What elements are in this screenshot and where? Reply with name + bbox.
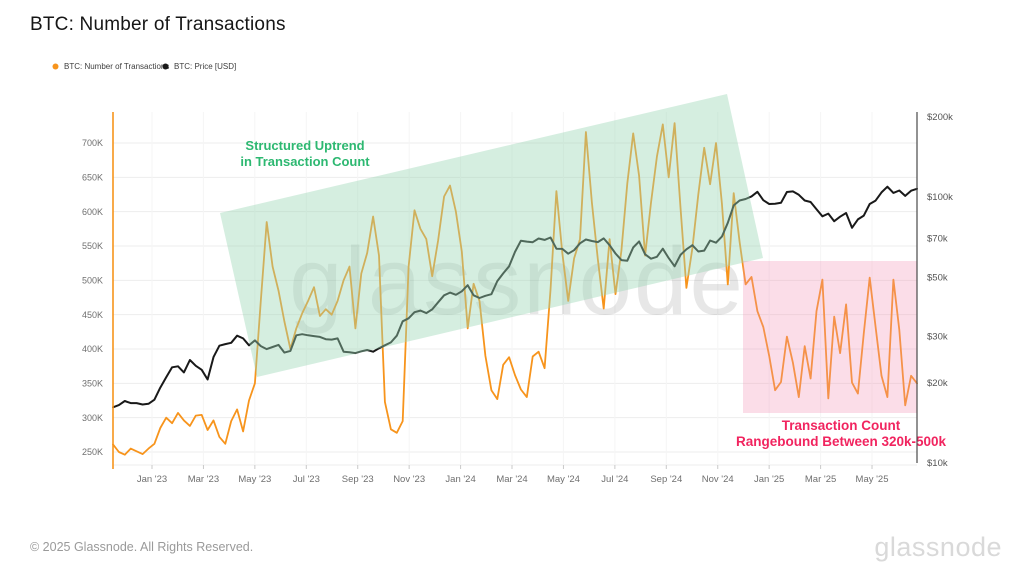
- uptrend-annotation-line2: in Transaction Count: [240, 154, 370, 169]
- x-axis-tick-label: Nov '24: [702, 474, 734, 485]
- right-axis-tick-label: $50k: [927, 272, 948, 283]
- right-axis-tick-label: $30k: [927, 331, 948, 342]
- x-axis-tick-label: Mar '23: [188, 474, 219, 485]
- x-axis-tick-label: Jul '24: [601, 474, 628, 485]
- uptrend-highlight-region: [220, 94, 763, 377]
- left-axis-tick-label: 650K: [82, 173, 103, 183]
- page-footer: © 2025 Glassnode. All Rights Reserved. g…: [30, 527, 1002, 567]
- left-axis-tick-label: 500K: [82, 276, 103, 286]
- price-line-series: [112, 185, 918, 409]
- right-axis-tick-label: $200k: [927, 112, 953, 123]
- rangebound-annotation-line1: Transaction Count: [782, 418, 901, 433]
- x-axis-tick-label: Jan '24: [445, 474, 475, 485]
- left-axis-tick-label: 550K: [82, 241, 103, 251]
- right-axis-tick-label: $100k: [927, 192, 953, 203]
- transactions-line-series: [112, 122, 918, 456]
- left-axis-tick-label: 700K: [82, 138, 103, 148]
- horizontal-gridlines: [113, 142, 917, 466]
- left-axis-tick-label: 300K: [82, 413, 103, 423]
- legend-label-price: BTC: Price [USD]: [174, 62, 237, 71]
- x-axis-tick-label: Mar '25: [805, 474, 836, 485]
- rangebound-highlight-region: [743, 261, 917, 413]
- legend-item-price[interactable]: BTC: Price [USD]: [162, 62, 236, 71]
- legend-item-transactions[interactable]: BTC: Number of Transactions: [52, 62, 169, 71]
- axis-tick-labels: 250K 300K 350K 400K 450K 500K 550K 600K 650K 700K…: [82, 112, 953, 485]
- x-axis-tick-label: Sep '24: [650, 474, 682, 485]
- x-axis-tick-label: Jul '23: [293, 474, 320, 485]
- copyright-text: © 2025 Glassnode. All Rights Reserved.: [30, 540, 254, 554]
- line-series-group: [112, 122, 918, 456]
- x-axis-tick-label: May '24: [547, 474, 580, 485]
- x-axis-tick-label: May '23: [238, 474, 271, 485]
- right-axis-tick-label: $10k: [927, 458, 948, 469]
- x-axis-tick-label: Jan '25: [754, 474, 784, 485]
- legend-label-transactions: BTC: Number of Transactions: [64, 62, 170, 71]
- x-axis-tick-label: Jan '23: [137, 474, 167, 485]
- x-axis-tick-label: May '25: [856, 474, 889, 485]
- page-title: BTC: Number of Transactions: [30, 14, 286, 35]
- rangebound-annotation-line2: Rangebound Between 320k-500k: [736, 434, 947, 449]
- uptrend-annotation-line1: Structured Uptrend: [245, 138, 364, 153]
- x-axis-tick-label: Nov '23: [393, 474, 425, 485]
- left-axis-tick-label: 250K: [82, 447, 103, 457]
- x-axis-tick-label: Sep '23: [342, 474, 374, 485]
- price-series-dot-icon: [162, 63, 169, 70]
- glassnode-logo: glassnode: [874, 531, 1002, 562]
- right-axis-tick-label: $70k: [927, 233, 948, 244]
- left-axis-tick-label: 400K: [82, 344, 103, 354]
- transactions-series-dot-icon: [52, 63, 59, 70]
- left-axis-tick-label: 600K: [82, 207, 103, 217]
- x-axis-tick-label: Mar '24: [496, 474, 527, 485]
- left-axis-tick-label: 350K: [82, 379, 103, 389]
- glassnode-watermark: glassnode: [289, 228, 745, 335]
- left-axis-tick-label: 450K: [82, 310, 103, 320]
- right-axis-tick-label: $20k: [927, 378, 948, 389]
